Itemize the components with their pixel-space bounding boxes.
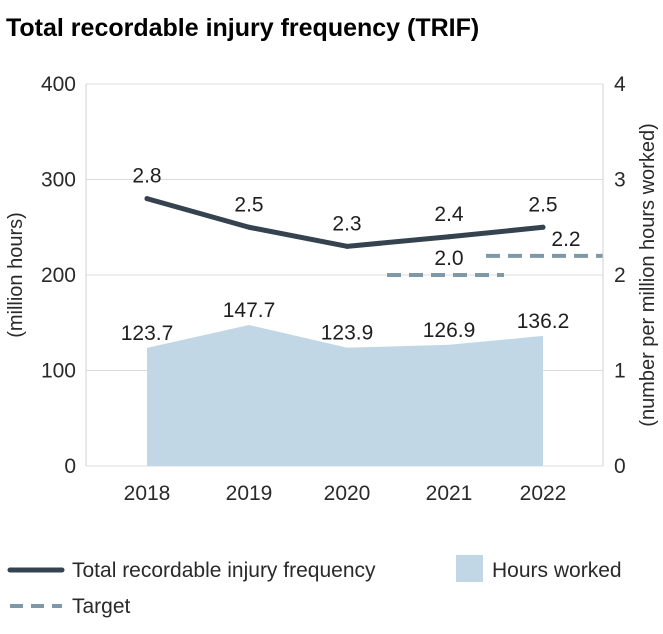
legend-label-trif: Total recordable injury frequency xyxy=(72,559,376,582)
y-left-tick-label: 200 xyxy=(41,264,76,287)
hours-worked-data-label: 123.7 xyxy=(121,322,174,345)
target-layer xyxy=(387,253,603,277)
y-right-tick-label: 3 xyxy=(614,169,626,192)
trif-point xyxy=(540,224,546,230)
y-right-axis-label: (number per million hours worked) xyxy=(637,123,659,426)
chart-title: Total recordable injury frequency (TRIF) xyxy=(6,14,479,42)
y-right-tick-label: 0 xyxy=(614,455,626,478)
target-data-label: 2.2 xyxy=(551,228,580,251)
trif-point xyxy=(344,243,350,249)
trif-point xyxy=(144,196,150,202)
y-left-axis-label: (million hours) xyxy=(5,212,27,338)
legend-label-target: Target xyxy=(72,595,131,618)
x-tick-label: 2020 xyxy=(324,482,371,505)
trif-point xyxy=(246,224,252,230)
y-left-tick-label: 300 xyxy=(41,169,76,192)
y-right-tick-label: 1 xyxy=(614,360,626,383)
hours-worked-data-label: 123.9 xyxy=(321,322,374,345)
y-left-tick-label: 0 xyxy=(64,455,76,478)
hours-worked-data-label: 126.9 xyxy=(423,319,476,342)
hours-worked-area-layer xyxy=(147,324,543,466)
y-right-tick-label: 4 xyxy=(614,73,626,96)
trif-data-label: 2.5 xyxy=(234,193,263,216)
data-labels-layer: 123.7 147.7 123.9 126.9 136.2 2.0 2.2 2.8 2.5 2.3… xyxy=(121,165,581,345)
hours-worked-data-label: 136.2 xyxy=(517,310,570,333)
y-left-tick-label: 100 xyxy=(41,360,76,383)
hours-worked-data-label: 147.7 xyxy=(223,299,276,322)
hours-worked-area xyxy=(147,324,543,466)
trif-data-label: 2.4 xyxy=(434,203,464,226)
trif-data-label: 2.5 xyxy=(528,193,557,216)
legend-label-hours: Hours worked xyxy=(492,559,622,582)
target-data-label: 2.0 xyxy=(434,247,463,270)
trif-data-label: 2.8 xyxy=(132,165,161,188)
trif-line-layer xyxy=(144,196,546,249)
trif-point xyxy=(446,234,452,240)
x-tick-label: 2022 xyxy=(520,482,567,505)
axes-layer: 0 100 200 300 400 0 1 2 3 4 2018 2019 2020 2021 2022 xyxy=(41,73,626,505)
x-tick-label: 2019 xyxy=(226,482,273,505)
trif-data-label: 2.3 xyxy=(332,212,361,235)
y-left-tick-label: 400 xyxy=(41,73,76,96)
x-tick-label: 2021 xyxy=(426,482,473,505)
x-tick-label: 2018 xyxy=(124,482,171,505)
legend: Total recordable injury frequency Hours … xyxy=(7,555,622,618)
legend-swatch-hours xyxy=(456,555,483,582)
y-right-tick-label: 2 xyxy=(614,264,626,287)
